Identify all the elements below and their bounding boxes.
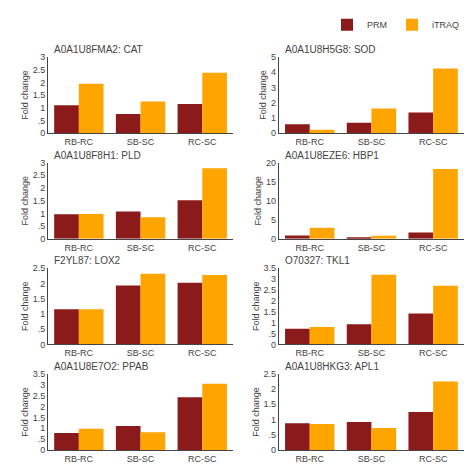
svg-text:SB-SC: SB-SC <box>358 348 386 358</box>
svg-text:1.5: 1.5 <box>33 90 46 100</box>
svg-text:RC-SC: RC-SC <box>188 454 217 464</box>
svg-text:.5: .5 <box>38 116 46 126</box>
svg-text:Fold change: Fold change <box>258 70 268 120</box>
svg-text:Fold change: Fold change <box>251 387 261 437</box>
svg-text:iTRAQ: iTRAQ <box>432 20 459 30</box>
svg-text:0: 0 <box>271 234 276 244</box>
svg-text:.5: .5 <box>38 221 46 231</box>
svg-text:A0A1U8F8H1: PLD: A0A1U8F8H1: PLD <box>54 150 141 161</box>
svg-text:A0A1U8EZE6: HBP1: A0A1U8EZE6: HBP1 <box>285 150 379 161</box>
svg-text:O70327: TKL1: O70327: TKL1 <box>285 255 350 266</box>
svg-text:0: 0 <box>271 128 276 138</box>
svg-text:1.5: 1.5 <box>33 413 46 423</box>
svg-text:.5: .5 <box>269 430 277 440</box>
svg-text:0: 0 <box>40 234 45 244</box>
svg-text:1: 1 <box>40 423 45 433</box>
svg-text:1.5: 1.5 <box>264 307 277 317</box>
svg-text:A0A1U8H5G8: SOD: A0A1U8H5G8: SOD <box>285 44 376 55</box>
svg-text:Fold change: Fold change <box>20 387 30 437</box>
svg-text:2: 2 <box>40 183 45 193</box>
svg-text:1: 1 <box>40 309 45 319</box>
svg-text:SB-SC: SB-SC <box>127 137 155 147</box>
svg-text:RB-RC: RB-RC <box>65 243 94 253</box>
svg-text:Fold change: Fold change <box>251 282 261 332</box>
svg-text:10: 10 <box>266 196 276 206</box>
svg-text:SB-SC: SB-SC <box>358 454 386 464</box>
svg-text:3: 3 <box>40 158 45 168</box>
svg-text:SB-SC: SB-SC <box>127 454 155 464</box>
svg-text:F2YL87: LOX2: F2YL87: LOX2 <box>54 255 121 266</box>
svg-text:5: 5 <box>271 52 276 62</box>
svg-text:.5: .5 <box>38 434 46 444</box>
svg-text:RB-RC: RB-RC <box>295 243 324 253</box>
svg-text:Fold change: Fold change <box>20 282 30 332</box>
svg-text:3: 3 <box>40 380 45 390</box>
svg-text:SB-SC: SB-SC <box>358 137 386 147</box>
svg-text:2: 2 <box>271 98 276 108</box>
svg-text:SB-SC: SB-SC <box>127 243 155 253</box>
svg-text:2.5: 2.5 <box>264 369 277 379</box>
svg-text:2.5: 2.5 <box>33 170 46 180</box>
svg-text:RB-RC: RB-RC <box>295 454 324 464</box>
svg-text:1: 1 <box>40 209 45 219</box>
svg-text:2: 2 <box>40 402 45 412</box>
svg-text:RC-SC: RC-SC <box>419 454 448 464</box>
svg-text:.5: .5 <box>38 324 46 334</box>
svg-text:RC-SC: RC-SC <box>419 137 448 147</box>
svg-text:RC-SC: RC-SC <box>419 243 448 253</box>
svg-text:RC-SC: RC-SC <box>419 348 448 358</box>
svg-text:2: 2 <box>271 384 276 394</box>
svg-text:2.5: 2.5 <box>33 263 46 273</box>
svg-text:RC-SC: RC-SC <box>188 137 217 147</box>
svg-text:A0A1U8E7O2: PPAB: A0A1U8E7O2: PPAB <box>54 361 149 372</box>
svg-text:0: 0 <box>40 128 45 138</box>
svg-text:1.5: 1.5 <box>264 399 277 409</box>
svg-text:RB-RC: RB-RC <box>295 137 324 147</box>
svg-text:1.5: 1.5 <box>33 196 46 206</box>
svg-text:RB-RC: RB-RC <box>65 137 94 147</box>
svg-text:1: 1 <box>271 113 276 123</box>
svg-text:2: 2 <box>40 78 45 88</box>
svg-text:5: 5 <box>271 215 276 225</box>
svg-text:Fold change: Fold change <box>20 176 30 226</box>
svg-text:2: 2 <box>271 296 276 306</box>
svg-text:SB-SC: SB-SC <box>358 243 386 253</box>
svg-text:.5: .5 <box>269 329 277 339</box>
svg-text:3.5: 3.5 <box>264 263 277 273</box>
svg-text:3: 3 <box>40 52 45 62</box>
svg-text:15: 15 <box>266 177 276 187</box>
svg-text:2.5: 2.5 <box>33 65 46 75</box>
svg-text:1: 1 <box>271 318 276 328</box>
svg-text:Fold change: Fold change <box>20 70 30 120</box>
svg-text:20: 20 <box>266 158 276 168</box>
svg-text:RB-RC: RB-RC <box>295 348 324 358</box>
svg-text:1: 1 <box>40 103 45 113</box>
svg-text:1: 1 <box>271 415 276 425</box>
svg-text:3: 3 <box>271 274 276 284</box>
svg-text:4: 4 <box>271 67 276 77</box>
svg-text:SB-SC: SB-SC <box>127 348 155 358</box>
svg-text:0: 0 <box>271 340 276 350</box>
svg-text:2: 2 <box>40 279 45 289</box>
svg-text:RC-SC: RC-SC <box>188 243 217 253</box>
svg-text:2.5: 2.5 <box>264 285 277 295</box>
svg-text:RB-RC: RB-RC <box>65 348 94 358</box>
svg-text:1.5: 1.5 <box>33 294 46 304</box>
svg-text:3.5: 3.5 <box>33 369 46 379</box>
svg-text:0: 0 <box>40 340 45 350</box>
svg-text:2.5: 2.5 <box>33 391 46 401</box>
svg-text:A0A1U8HKG3: APL1: A0A1U8HKG3: APL1 <box>285 361 379 372</box>
svg-text:RB-RC: RB-RC <box>65 454 94 464</box>
svg-text:Fold change: Fold change <box>253 176 263 226</box>
svg-text:0: 0 <box>271 445 276 455</box>
svg-text:3: 3 <box>271 83 276 93</box>
svg-text:A0A1U8FMA2: CAT: A0A1U8FMA2: CAT <box>54 44 143 55</box>
svg-text:RC-SC: RC-SC <box>188 348 217 358</box>
svg-text:0: 0 <box>40 445 45 455</box>
svg-text:PRM: PRM <box>367 20 387 30</box>
